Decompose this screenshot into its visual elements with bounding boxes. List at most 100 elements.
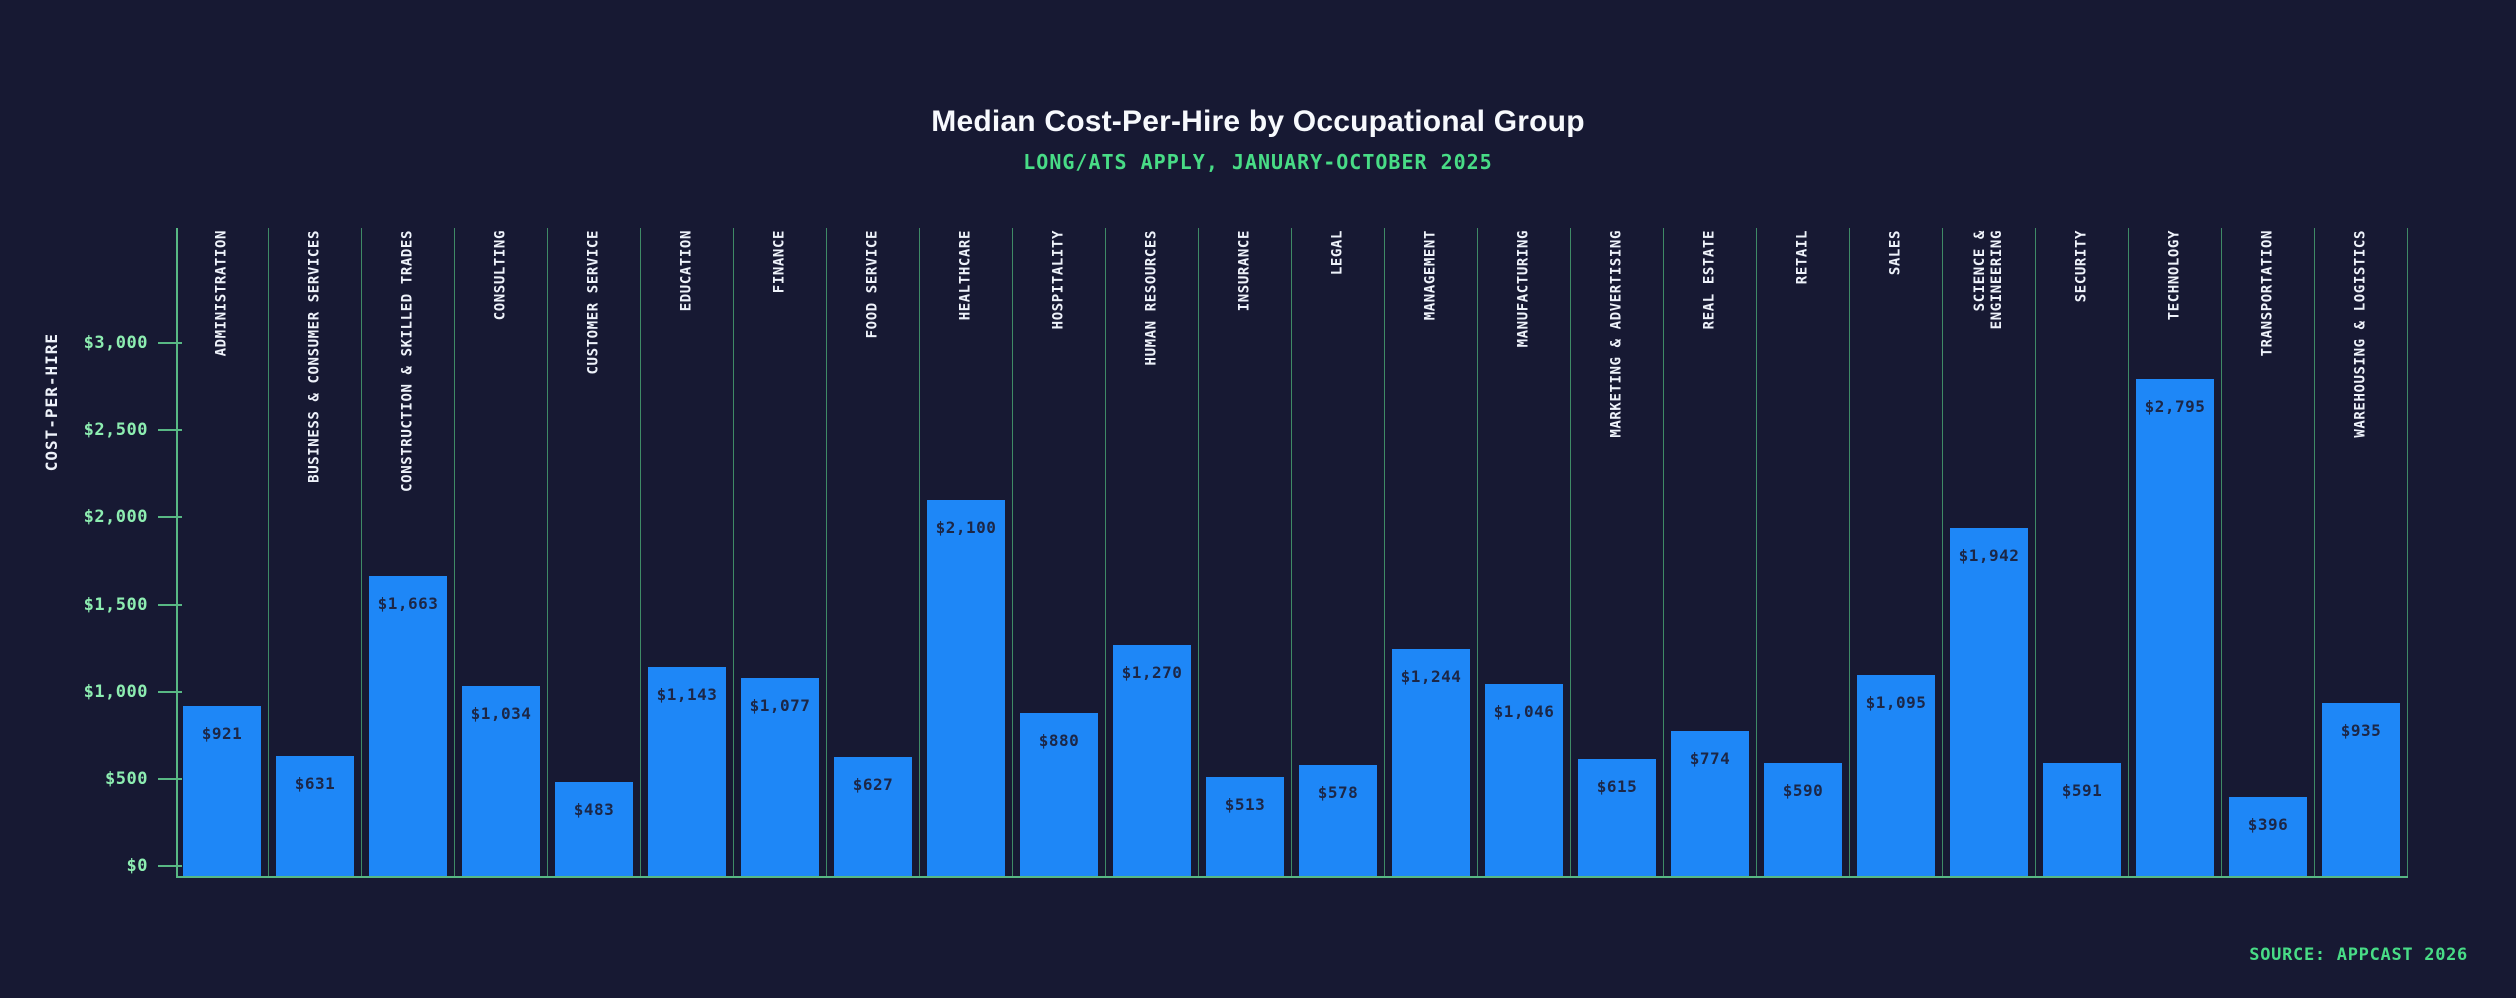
category-label: CONSTRUCTION & SKILLED TRADES	[399, 230, 416, 492]
bar-value-label: $1,095	[1865, 693, 1927, 713]
bar[interactable]: $591	[2043, 763, 2121, 876]
bar-value-label: $1,244	[1400, 667, 1462, 687]
bar[interactable]: $1,244	[1392, 649, 1470, 876]
category-label: MANAGEMENT	[1422, 230, 1439, 321]
bar-value-label: $1,077	[749, 696, 811, 716]
bar[interactable]: $483	[555, 781, 633, 876]
bar[interactable]: $1,046	[1485, 683, 1563, 876]
category-column: LEGAL $578	[1292, 228, 1385, 876]
category-label: EDUCATION	[678, 230, 695, 312]
y-tick-label: $1,000	[83, 681, 148, 702]
plot-area: ADMINISTRATION $921 BUSINESS & CONSUMER …	[176, 228, 2408, 878]
y-tick-label: $500	[105, 768, 148, 789]
bar[interactable]: $1,663	[369, 576, 447, 876]
bar[interactable]: $935	[2322, 703, 2400, 876]
bar[interactable]: $774	[1671, 731, 1749, 876]
category-label: RETAIL	[1794, 230, 1811, 285]
bar[interactable]: $1,034	[462, 685, 540, 876]
y-tick-label: $0	[126, 856, 148, 876]
category-column: HEALTHCARE $2,100	[920, 228, 1013, 876]
category-label: ADMINISTRATION	[213, 230, 230, 357]
bar-value-label: $396	[2247, 815, 2289, 834]
category-label: INSURANCE	[1236, 230, 1253, 312]
bar-value-label: $578	[1317, 783, 1359, 803]
category-label: REAL ESTATE	[1701, 230, 1718, 330]
bar[interactable]: $578	[1299, 765, 1377, 876]
y-tick-label: $3,000	[83, 333, 148, 354]
category-column: ADMINISTRATION $921	[176, 228, 269, 876]
category-column: HOSPITALITY $880	[1013, 228, 1106, 876]
bar[interactable]: $921	[183, 705, 261, 876]
bar-value-label: $1,143	[656, 684, 718, 704]
bar-value-label: $1,270	[1121, 662, 1183, 682]
category-label: MARKETING & ADVERTISING	[1608, 230, 1625, 438]
category-column: MANUFACTURING $1,046	[1478, 228, 1571, 876]
bar-value-label: $774	[1689, 749, 1731, 769]
bar-value-label: $935	[2340, 721, 2382, 740]
category-label: SALES	[1887, 230, 1904, 276]
category-column: FINANCE $1,077	[734, 228, 827, 876]
category-label: CUSTOMER SERVICE	[585, 230, 602, 375]
y-tick-mark	[158, 429, 182, 432]
y-tick-label: $2,000	[83, 507, 148, 528]
bar-value-label: $627	[852, 774, 894, 794]
category-column: INSURANCE $513	[1199, 228, 1292, 876]
bar[interactable]: $1,143	[648, 666, 726, 876]
category-label: WAREHOUSING & LOGISTICS	[2352, 230, 2369, 438]
y-tick-mark	[158, 342, 182, 345]
bar-value-label: $2,100	[935, 518, 997, 537]
category-label: FOOD SERVICE	[864, 230, 881, 339]
bar[interactable]: $2,795	[2136, 378, 2214, 876]
category-column: BUSINESS & CONSUMER SERVICES $631	[269, 228, 362, 876]
category-label: TECHNOLOGY	[2166, 230, 2183, 321]
y-tick-mark	[158, 865, 182, 867]
y-tick-label: $1,500	[83, 594, 148, 615]
bar-value-label: $615	[1596, 776, 1638, 796]
category-column: TECHNOLOGY $2,795	[2129, 228, 2222, 876]
bar[interactable]: $2,100	[927, 500, 1005, 876]
bar[interactable]: $880	[1020, 712, 1098, 876]
category-label: BUSINESS & CONSUMER SERVICES	[306, 230, 323, 483]
category-column: SALES $1,095	[1850, 228, 1943, 876]
category-label: HUMAN RESOURCES	[1143, 230, 1160, 366]
category-column: HUMAN RESOURCES $1,270	[1106, 228, 1199, 876]
chart-subtitle: LONG/ATS APPLY, JANUARY-OCTOBER 2025	[1023, 150, 1493, 174]
bar-value-label: $880	[1038, 730, 1080, 750]
y-tick-mark	[158, 603, 182, 606]
category-label: LEGAL	[1329, 230, 1346, 276]
bar-value-label: $631	[294, 774, 336, 793]
bar-value-label: $1,663	[377, 594, 439, 614]
category-column: RETAIL $590	[1757, 228, 1850, 876]
category-column: SECURITY $591	[2036, 228, 2129, 876]
source-note: SOURCE: APPCAST 2026	[2249, 945, 2468, 965]
bar[interactable]: $627	[834, 756, 912, 876]
bar-value-label: $483	[573, 799, 615, 819]
bar[interactable]: $1,095	[1857, 675, 1935, 876]
bar-value-label: $513	[1224, 794, 1266, 814]
bar[interactable]: $1,077	[741, 678, 819, 876]
bar[interactable]: $1,270	[1113, 644, 1191, 876]
y-axis: $0 $500 $1,000 $1,500 $2,000 $2,500 $3,0…	[0, 228, 182, 878]
bar-value-label: $921	[201, 723, 243, 743]
y-tick-label: $2,500	[83, 420, 148, 441]
bar-value-label: $1,942	[1958, 545, 2020, 565]
y-tick-mark	[158, 516, 182, 519]
category-column: EDUCATION $1,143	[641, 228, 734, 876]
category-label: SCIENCE & ENGINEERING	[1972, 230, 2005, 330]
bar[interactable]: $615	[1578, 758, 1656, 876]
bar-value-label: $591	[2061, 781, 2103, 800]
bar-value-label: $2,795	[2144, 396, 2206, 416]
category-column: TRANSPORTATION $396	[2222, 228, 2315, 876]
bar[interactable]: $396	[2229, 797, 2307, 876]
category-column: FOOD SERVICE $627	[827, 228, 920, 876]
bar[interactable]: $590	[1764, 763, 1842, 876]
category-label: SECURITY	[2073, 230, 2090, 303]
bar-value-label: $1,034	[470, 703, 532, 723]
y-tick-mark	[158, 777, 182, 780]
category-label: HOSPITALITY	[1050, 230, 1067, 330]
bar[interactable]: $1,942	[1950, 527, 2028, 876]
bar-value-label: $1,046	[1493, 701, 1555, 721]
bar[interactable]: $631	[276, 756, 354, 876]
bar[interactable]: $513	[1206, 776, 1284, 876]
category-column: SCIENCE & ENGINEERING $1,942	[1943, 228, 2036, 876]
